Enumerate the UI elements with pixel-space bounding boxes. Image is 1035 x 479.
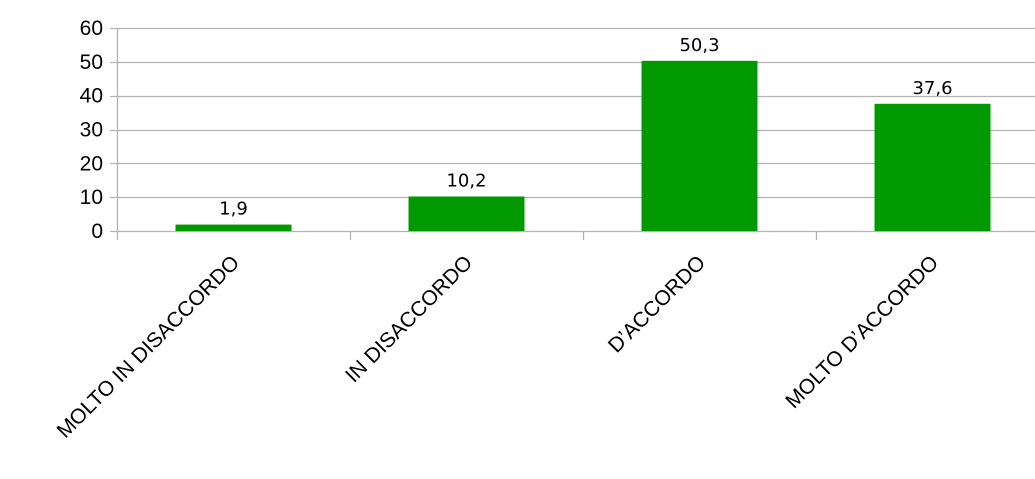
bars bbox=[175, 60, 991, 232]
data-label: 37,6 bbox=[912, 78, 952, 99]
bar bbox=[641, 60, 758, 232]
data-label: 50,3 bbox=[679, 35, 719, 56]
data-label: 10,2 bbox=[446, 170, 486, 191]
bar bbox=[408, 196, 525, 231]
axes bbox=[116, 28, 818, 240]
y-tick-label: 30 bbox=[80, 119, 103, 142]
y-tick-label: 0 bbox=[91, 220, 103, 243]
y-tick-label: 10 bbox=[80, 186, 103, 209]
y-tick-label: 50 bbox=[80, 51, 103, 74]
x-category-label: MOLTO IN DISACCORDO bbox=[53, 251, 244, 442]
y-tick-label: 20 bbox=[80, 152, 103, 175]
x-category-label: MOLTO D’ACCORDO bbox=[781, 251, 943, 413]
data-label: 1,9 bbox=[219, 199, 248, 220]
x-category-label: IN DISACCORDO bbox=[341, 251, 477, 387]
y-tick-label: 40 bbox=[80, 85, 103, 108]
x-category-label: D’ACCORDO bbox=[604, 251, 710, 357]
y-tick-label: 60 bbox=[80, 17, 103, 40]
gridlines bbox=[110, 27, 1035, 233]
bar bbox=[175, 224, 292, 231]
bar bbox=[874, 103, 991, 231]
